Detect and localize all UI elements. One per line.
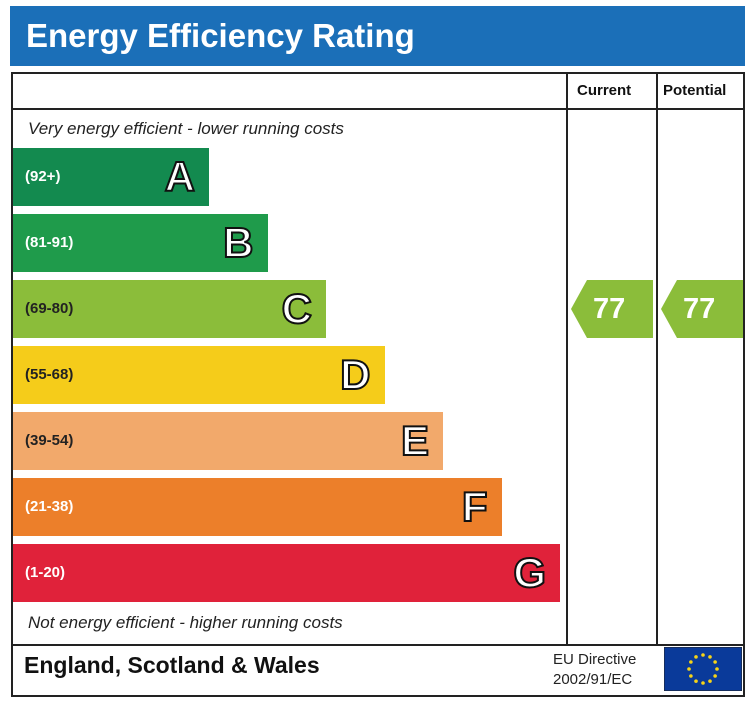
potential-column-header: Potential (663, 82, 727, 99)
band-c-letter: C (281, 284, 313, 333)
band-b: (81-91) B (13, 214, 268, 272)
eu-star (708, 655, 712, 659)
current-column-header: Current (577, 82, 632, 99)
band-f: (21-38) F (13, 478, 502, 536)
band-f-range: (21-38) (25, 498, 74, 515)
band-a: (92+) A (13, 148, 209, 206)
potential-arrow-shape (661, 280, 743, 338)
rating-frame (11, 72, 745, 697)
eu-star (715, 667, 719, 671)
potential-rating-value: 77 (683, 293, 716, 325)
band-e: (39-54) E (13, 412, 443, 470)
band-d-letter: D (339, 350, 371, 399)
eu-star (689, 660, 693, 664)
eu-star (687, 667, 691, 671)
band-e-range: (39-54) (25, 432, 74, 449)
current-rating-arrow: 77 (571, 280, 653, 338)
band-g-letter: G (512, 548, 547, 597)
band-b-range: (81-91) (25, 234, 74, 251)
eu-flag-icon (664, 647, 742, 691)
band-c-range: (69-80) (25, 300, 74, 317)
potential-column-divider (656, 72, 658, 646)
current-column-divider (566, 72, 568, 646)
band-e-letter: E (400, 416, 430, 465)
band-d-range: (55-68) (25, 366, 74, 383)
current-arrow-shape (571, 280, 653, 338)
eu-star (701, 681, 705, 685)
footer-country: England, Scotland & Wales (24, 652, 320, 678)
band-a-range: (92+) (25, 168, 61, 185)
current-arrow-polygon (571, 280, 653, 338)
eu-star (689, 674, 693, 678)
eu-directive-label: EU Directive (553, 651, 637, 668)
eu-star (701, 653, 705, 657)
bottom-caption: Not energy efficient - higher running co… (28, 613, 343, 632)
header-divider (11, 108, 745, 110)
band-c: (69-80) C (13, 280, 326, 338)
band-f-letter: F (461, 482, 489, 531)
eu-star (713, 660, 717, 664)
eu-directive-number: 2002/91/EC (553, 671, 633, 688)
eu-star (713, 674, 717, 678)
band-g: (1-20) G (13, 544, 560, 602)
potential-arrow-polygon (661, 280, 743, 338)
potential-rating-arrow: 77 (661, 280, 743, 338)
band-d: (55-68) D (13, 346, 385, 404)
footer-divider (11, 644, 745, 646)
band-b-letter: B (222, 218, 254, 267)
eu-star (708, 679, 712, 683)
eu-star (694, 679, 698, 683)
eu-star (694, 655, 698, 659)
top-caption: Very energy efficient - lower running co… (28, 119, 344, 138)
current-rating-value: 77 (593, 293, 626, 325)
band-g-range: (1-20) (25, 564, 66, 581)
band-a-letter: A (164, 152, 196, 201)
chart-title: Energy Efficiency Rating (10, 6, 745, 66)
